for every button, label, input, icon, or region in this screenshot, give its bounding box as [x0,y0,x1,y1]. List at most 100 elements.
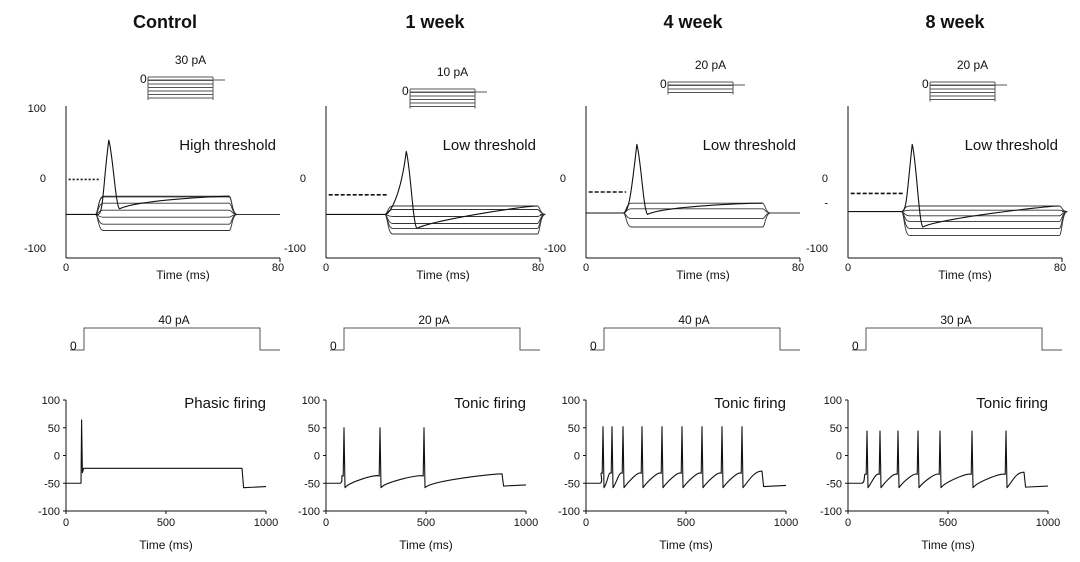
pulse-amplitude-label: 20 pA [418,313,449,327]
column-title: Control [133,12,197,32]
y-tick-label: 100 [302,395,320,407]
y-tick-label: -100 [820,506,842,518]
action-potential-trace [66,139,230,215]
step-response-trace [848,211,1068,222]
x-tick-label: 0 [583,517,589,529]
step-response-trace [848,211,1068,229]
y-tick-label: -100 [298,506,320,518]
x-axis-label: Time (ms) [659,538,713,552]
x-tick-label: 80 [272,262,284,274]
current-pulse-diagram: 30 pA 0 [852,313,1062,353]
x-tick-label: 80 [1054,262,1066,274]
panel-annotation: Low threshold [703,137,796,154]
current-pulse-diagram: 40 pA 0 [70,313,280,353]
step-response-trace [326,205,546,215]
panel-annotation: Low threshold [965,137,1058,154]
y-tick-label: -100 [38,506,60,518]
threshold-panel: 0 - -100 0 80 Time (ms) Low threshold [806,106,1068,282]
x-tick-label: 0 [323,262,329,274]
y-tick-label: -50 [44,478,60,490]
panel-annotation: Phasic firing [184,395,266,412]
x-tick-label: 500 [417,517,435,529]
x-tick-label: 0 [63,517,69,529]
x-axis-label: Time (ms) [938,268,992,282]
pulse-amplitude-label: 40 pA [678,313,709,327]
y-tick-label: -100 [544,243,566,255]
x-tick-label: 1000 [514,517,538,529]
x-axis-label: Time (ms) [139,538,193,552]
x-tick-label: 1000 [1036,517,1060,529]
y-tick-label: 0 [40,173,46,185]
x-tick-label: 500 [939,517,957,529]
y-tick-label: 0 [574,451,580,463]
y-tick-label: 100 [562,395,580,407]
pulse-baseline-label: 0 [852,339,859,353]
current-pulse-diagram: 20 pA 0 [330,313,540,353]
y-tick-label: 100 [42,395,60,407]
y-tick-label: 50 [308,423,320,435]
step-protocol-label: 20 pA [957,58,988,72]
current-pulse-line [852,327,1062,351]
y-tick-label: -100 [284,243,306,255]
current-pulse-line [590,327,800,351]
x-tick-label: 0 [845,517,851,529]
step-protocol-diagram: 20 pA 0 [922,58,1007,102]
pulse-amplitude-label: 30 pA [940,313,971,327]
y-tick-label: -100 [558,506,580,518]
x-tick-label: 0 [845,262,851,274]
x-axis-label: Time (ms) [399,538,453,552]
action-potential-trace [326,150,538,229]
x-tick-label: 80 [532,262,544,274]
step-response-trace [66,209,280,215]
x-tick-label: 0 [323,517,329,529]
y-tick-label: -50 [826,478,842,490]
y-tick-label: 0 [300,173,306,185]
step-response-trace [326,209,546,215]
column-title: 1 week [405,12,465,32]
y-tick-label: -100 [806,243,828,255]
x-tick-label: 1000 [254,517,278,529]
x-tick-label: 0 [63,262,69,274]
x-axis-label: Time (ms) [676,268,730,282]
step-protocol-diagram: 20 pA 0 [660,58,745,95]
pulse-baseline-label: 0 [330,339,337,353]
y-tick-label: -100 [24,243,46,255]
step-protocol-baseline: 0 [402,84,409,98]
step-response-trace [848,205,1068,213]
panel-annotation: Tonic firing [714,395,786,412]
x-tick-label: 500 [157,517,175,529]
step-response-trace [326,213,546,235]
x-axis-label: Time (ms) [921,538,975,552]
step-response-trace [586,202,800,214]
y-tick-label: 50 [830,423,842,435]
x-axis-label: Time (ms) [156,268,210,282]
x-axis-label: Time (ms) [416,268,470,282]
step-response-trace [586,208,800,214]
current-pulse-line [70,327,280,351]
y-tick-label: 100 [824,395,842,407]
step-response-trace [586,212,800,220]
panel-annotation: Tonic firing [976,395,1048,412]
y-tick-label: 50 [48,423,60,435]
panel-annotation: Low threshold [443,137,536,154]
step-protocol-label: 10 pA [437,65,468,79]
step-protocol-diagram: 30 pA 0 [140,53,225,100]
y-tick-label: 0 [822,173,828,185]
threshold-panel: 100 0 -100 0 80 Time (ms) High threshold [24,103,284,282]
step-response-trace [848,211,1068,236]
panel-annotation: Tonic firing [454,395,526,412]
pulse-amplitude-label: 40 pA [158,313,189,327]
step-response-trace [848,211,1068,217]
y-tick-label: -50 [564,478,580,490]
membrane-potential-trace [66,419,267,489]
y-tick-label: 0 [54,451,60,463]
